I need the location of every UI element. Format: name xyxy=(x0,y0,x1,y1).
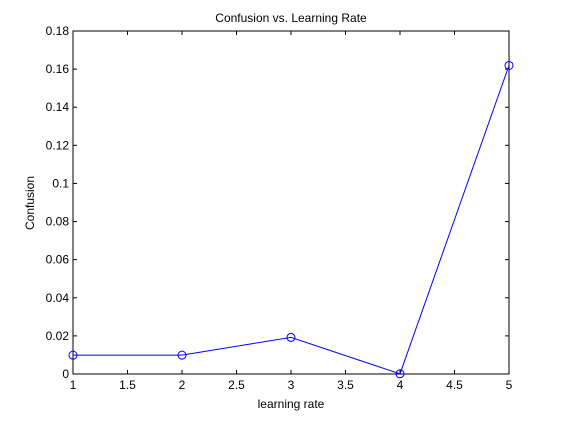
x-tick-label: 5 xyxy=(506,378,513,392)
series-line xyxy=(73,65,510,375)
x-tick-label: 2 xyxy=(179,378,186,392)
data-point-marker xyxy=(177,350,187,360)
y-tick-label: 0.1 xyxy=(52,176,69,190)
x-tick-label: 2.5 xyxy=(228,378,245,392)
x-tick-label: 1 xyxy=(70,378,77,392)
y-tick-label: 0.06 xyxy=(46,253,70,267)
data-point-marker xyxy=(504,60,514,70)
x-axis-ticks: 1 1.5 2 2.5 3 3.5 4 4.5 5 xyxy=(70,31,513,392)
y-tick-label: 0.14 xyxy=(46,100,70,114)
x-tick-label: 3 xyxy=(288,378,295,392)
y-tick-label: 0.16 xyxy=(46,62,70,76)
chart-title: Confusion vs. Learning Rate xyxy=(215,11,367,25)
x-axis-label: learning rate xyxy=(258,397,325,411)
x-tick-label: 1.5 xyxy=(119,378,136,392)
data-point-marker xyxy=(395,369,405,379)
y-tick-label: 0.18 xyxy=(46,24,70,38)
y-axis-label: Confusion xyxy=(23,176,37,230)
data-point-marker xyxy=(68,350,78,360)
y-tick-label: 0.02 xyxy=(46,329,70,343)
x-tick-label: 3.5 xyxy=(337,378,354,392)
x-tick-label: 4 xyxy=(397,378,404,392)
y-tick-label: 0 xyxy=(62,367,69,381)
y-tick-label: 0.08 xyxy=(46,215,70,229)
x-tick-label: 4.5 xyxy=(446,378,463,392)
y-tick-label: 0.04 xyxy=(46,291,70,305)
series-layer xyxy=(68,60,514,379)
y-axis-ticks: 0 0.02 0.04 0.06 0.08 0.1 0.12 0.14 0.16 0.18 xyxy=(46,24,509,381)
y-tick-label: 0.12 xyxy=(46,138,70,152)
axes-box xyxy=(72,30,510,375)
data-point-marker xyxy=(286,332,296,342)
